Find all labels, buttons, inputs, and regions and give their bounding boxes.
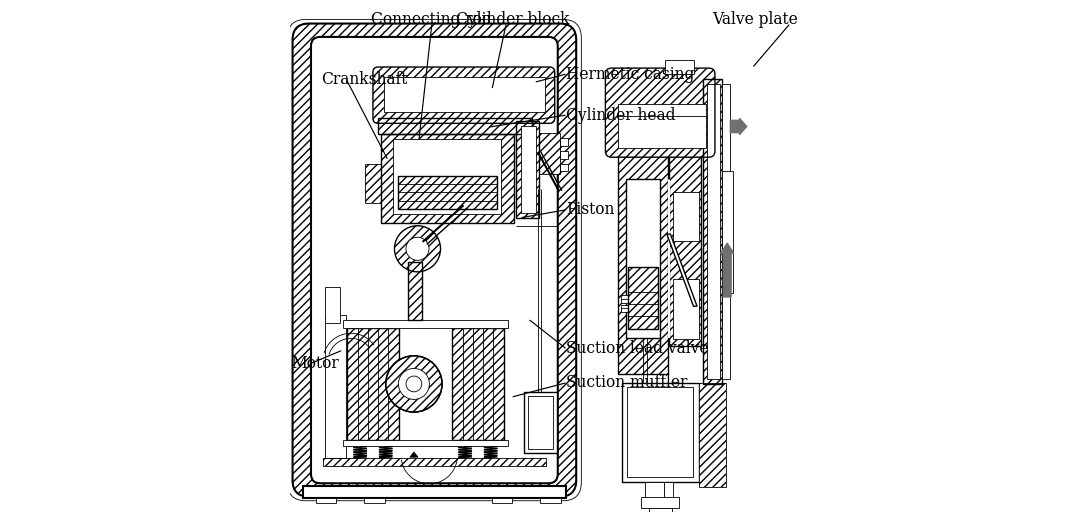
FancyBboxPatch shape [293,24,577,497]
Bar [665,60,695,74]
Circle shape [394,226,440,272]
Text: Suction lead valve: Suction lead valve [567,339,709,357]
Bar [620,295,628,303]
Bar [669,156,701,346]
Bar [316,498,336,503]
Bar [365,164,381,203]
Bar [628,267,657,329]
Bar [702,79,722,384]
Text: Cylinder head: Cylinder head [567,106,676,124]
Bar [669,156,701,346]
Circle shape [406,237,429,260]
Bar [491,498,512,503]
Polygon shape [667,234,697,306]
Bar [626,179,660,338]
Circle shape [399,369,429,399]
Polygon shape [487,452,495,457]
Text: Cylinder block: Cylinder block [456,11,569,28]
Polygon shape [356,452,365,457]
Bar [397,176,497,209]
Bar [325,287,340,323]
Bar [620,305,628,312]
Bar [627,387,693,477]
Bar [539,133,560,174]
Bar [541,498,561,503]
Bar [524,392,557,453]
Bar [649,508,672,512]
Bar [517,121,539,218]
Bar [673,279,699,339]
Text: Motor: Motor [292,355,339,372]
Bar [365,164,381,203]
Circle shape [406,376,422,392]
Bar [407,262,423,321]
Bar [664,482,674,498]
Bar [699,383,726,487]
Text: Connecting rod: Connecting rod [371,11,492,28]
FancyBboxPatch shape [311,37,558,483]
Bar [323,458,546,466]
FancyArrow shape [721,243,734,297]
Bar [452,328,503,440]
Bar [722,170,734,293]
Bar [381,134,513,223]
Bar [560,164,568,172]
Bar [560,138,568,146]
Bar [673,192,699,242]
Bar [517,121,539,218]
Text: Crankshaft: Crankshaft [321,71,407,88]
Bar [347,328,399,440]
Bar [521,126,536,213]
Bar [668,179,669,338]
Bar [343,321,508,328]
Text: Hermetic casing: Hermetic casing [567,66,695,83]
Bar [628,267,657,329]
Bar [393,139,501,214]
FancyArrow shape [731,118,747,135]
Bar [560,151,568,159]
Bar [378,118,532,134]
Bar [347,328,399,440]
Bar [381,134,513,223]
Bar [699,383,726,487]
Bar [323,458,546,466]
Bar [325,315,346,458]
Bar [384,77,546,112]
Bar [365,498,384,503]
Polygon shape [381,452,390,457]
Bar [722,84,731,379]
FancyBboxPatch shape [373,67,555,123]
Bar [618,148,668,374]
FancyBboxPatch shape [605,68,715,157]
Bar [539,133,560,174]
Bar [407,262,423,321]
Bar [529,396,554,449]
Bar [621,383,699,482]
Circle shape [385,356,442,412]
Bar [702,79,722,384]
Bar [641,497,679,508]
Bar [644,482,664,498]
Bar [302,486,566,498]
Bar [397,176,497,209]
Bar [378,118,532,134]
Polygon shape [410,452,418,457]
Bar [343,440,508,446]
Bar [618,104,705,148]
Bar [452,328,503,440]
Polygon shape [461,452,470,457]
Bar [707,84,720,379]
Text: Valve plate: Valve plate [712,11,798,28]
Text: Piston: Piston [567,201,615,219]
Text: Suction muffler: Suction muffler [567,374,688,392]
Bar [618,148,668,374]
